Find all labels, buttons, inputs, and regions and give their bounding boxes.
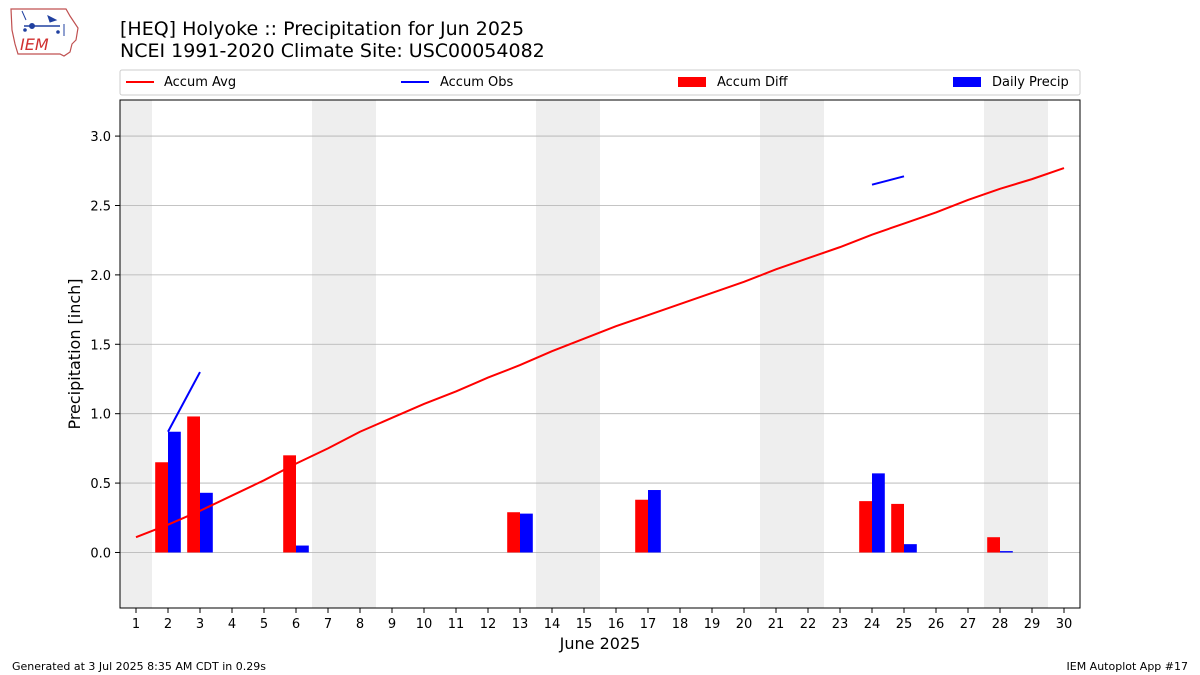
daily-precip-bar-day-25 [904, 544, 917, 553]
legend-label-daily-precip: Daily Precip [992, 75, 1069, 90]
x-tick-label-3: 3 [196, 617, 204, 632]
x-tick-label-16: 16 [608, 617, 625, 632]
weather-station-icon [21, 10, 65, 36]
chart-subtitle: NCEI 1991-2020 Climate Site: USC00054082 [120, 40, 545, 62]
weekend-band-1 [120, 100, 152, 608]
daily-precip-bar-day-6 [296, 545, 309, 553]
x-tick-label-27: 27 [960, 617, 977, 632]
x-tick-label-10: 10 [416, 617, 433, 632]
accum-diff-bar-day-2 [155, 462, 168, 553]
x-tick-label-23: 23 [832, 617, 849, 632]
grid-lines [120, 135, 1080, 553]
weekend-band-7 [312, 100, 344, 608]
plot-frame [119, 99, 1081, 609]
legend-entry-daily-precip: Daily Precip [953, 75, 1069, 90]
legend-entry-accum-obs: Accum Obs [401, 75, 513, 90]
accum-diff-bar-day-3 [187, 416, 200, 553]
x-tick-label-24: 24 [864, 617, 881, 632]
x-tick-label-14: 14 [544, 617, 561, 632]
daily-precip-bar-day-2 [168, 431, 181, 553]
legend-label-accum-diff: Accum Diff [717, 75, 789, 90]
x-tick-label-20: 20 [736, 617, 753, 632]
legend-swatch-accum-diff [678, 77, 706, 87]
daily-precip-bar-day-3 [200, 492, 213, 553]
accum-diff-bar-day-25 [891, 503, 904, 553]
legend-label-accum-avg: Accum Avg [164, 75, 236, 90]
x-tick-label-1: 1 [132, 617, 140, 632]
weekend-band-21 [760, 100, 792, 608]
x-tick-label-17: 17 [640, 617, 657, 632]
x-tick-label-7: 7 [324, 617, 332, 632]
x-tick-label-8: 8 [356, 617, 364, 632]
x-tick-label-22: 22 [800, 617, 817, 632]
legend-box [119, 69, 1081, 96]
y-tick-label-3: 1.5 [90, 338, 111, 353]
accum-diff-bar-day-17 [635, 499, 648, 553]
x-tick-label-18: 18 [672, 617, 689, 632]
x-tick-label-13: 13 [512, 617, 529, 632]
x-tick-label-29: 29 [1024, 617, 1041, 632]
x-tick-label-12: 12 [480, 617, 497, 632]
daily-precip-bar-day-13 [520, 513, 533, 553]
x-tick-label-28: 28 [992, 617, 1009, 632]
logo-text: IEM [20, 35, 49, 54]
accum-diff-bar-day-6 [283, 455, 296, 553]
x-axis-label: June 2025 [559, 634, 641, 653]
accum-obs-line-segment-0 [167, 371, 201, 433]
weekend-band-15 [568, 100, 600, 608]
accum-diff-bar-day-28 [987, 537, 1000, 553]
x-tick-label-2: 2 [164, 617, 172, 632]
y-tick-label-4: 2.0 [90, 269, 111, 284]
app-credit: IEM Autoplot App #17 [1066, 660, 1189, 673]
x-tick-label-5: 5 [260, 617, 268, 632]
x-tick-label-25: 25 [896, 617, 913, 632]
accum-diff-bar-day-13 [507, 512, 520, 553]
daily-precip-bar-day-24 [872, 473, 885, 553]
x-tick-label-26: 26 [928, 617, 945, 632]
accum-obs-line-segment-1 [871, 175, 905, 186]
x-tick-label-4: 4 [228, 617, 236, 632]
accum-diff-bar-day-24 [859, 501, 872, 553]
legend-entry-accum-diff: Accum Diff [678, 75, 789, 90]
x-tick-label-30: 30 [1056, 617, 1073, 632]
y-tick-label-2: 1.0 [90, 408, 111, 423]
legend: Accum Avg Accum Obs Accum Diff Daily Pre… [119, 69, 1081, 96]
x-tick-label-11: 11 [448, 617, 465, 632]
weekend-shading [120, 100, 1048, 608]
accum-avg-line [135, 167, 1065, 539]
weekend-band-14 [536, 100, 568, 608]
chart-title: [HEQ] Holyoke :: Precipitation for Jun 2… [120, 18, 525, 40]
daily-precip-bar-day-28 [1000, 551, 1013, 553]
y-axis-label: Precipitation [inch] [65, 278, 84, 429]
iem-logo: IEM [10, 8, 79, 57]
lines [135, 167, 1065, 539]
legend-label-accum-obs: Accum Obs [440, 75, 513, 90]
daily-precip-bar-day-17 [648, 490, 661, 553]
x-tick-label-15: 15 [576, 617, 593, 632]
weekend-band-28 [984, 100, 1016, 608]
y-tick-label-0: 0.0 [90, 546, 111, 561]
legend-swatch-daily-precip [953, 77, 981, 87]
axes: 1 2 3 4 5 6 7 8 9 10 11 12 13 14 15 16 17 18 19 20 21 22 23 24 2… [90, 130, 1072, 632]
x-tick-label-6: 6 [292, 617, 300, 632]
weekend-band-29 [1016, 100, 1048, 608]
y-tick-label-6: 3.0 [90, 130, 111, 145]
weekend-band-22 [792, 100, 824, 608]
y-tick-label-5: 2.5 [90, 199, 111, 214]
x-tick-label-21: 21 [768, 617, 785, 632]
x-tick-label-9: 9 [388, 617, 396, 632]
y-tick-label-1: 0.5 [90, 477, 111, 492]
x-tick-label-19: 19 [704, 617, 721, 632]
legend-entry-accum-avg: Accum Avg [126, 75, 236, 90]
weekend-band-8 [344, 100, 376, 608]
generated-timestamp: Generated at 3 Jul 2025 8:35 AM CDT in 0… [12, 660, 266, 673]
